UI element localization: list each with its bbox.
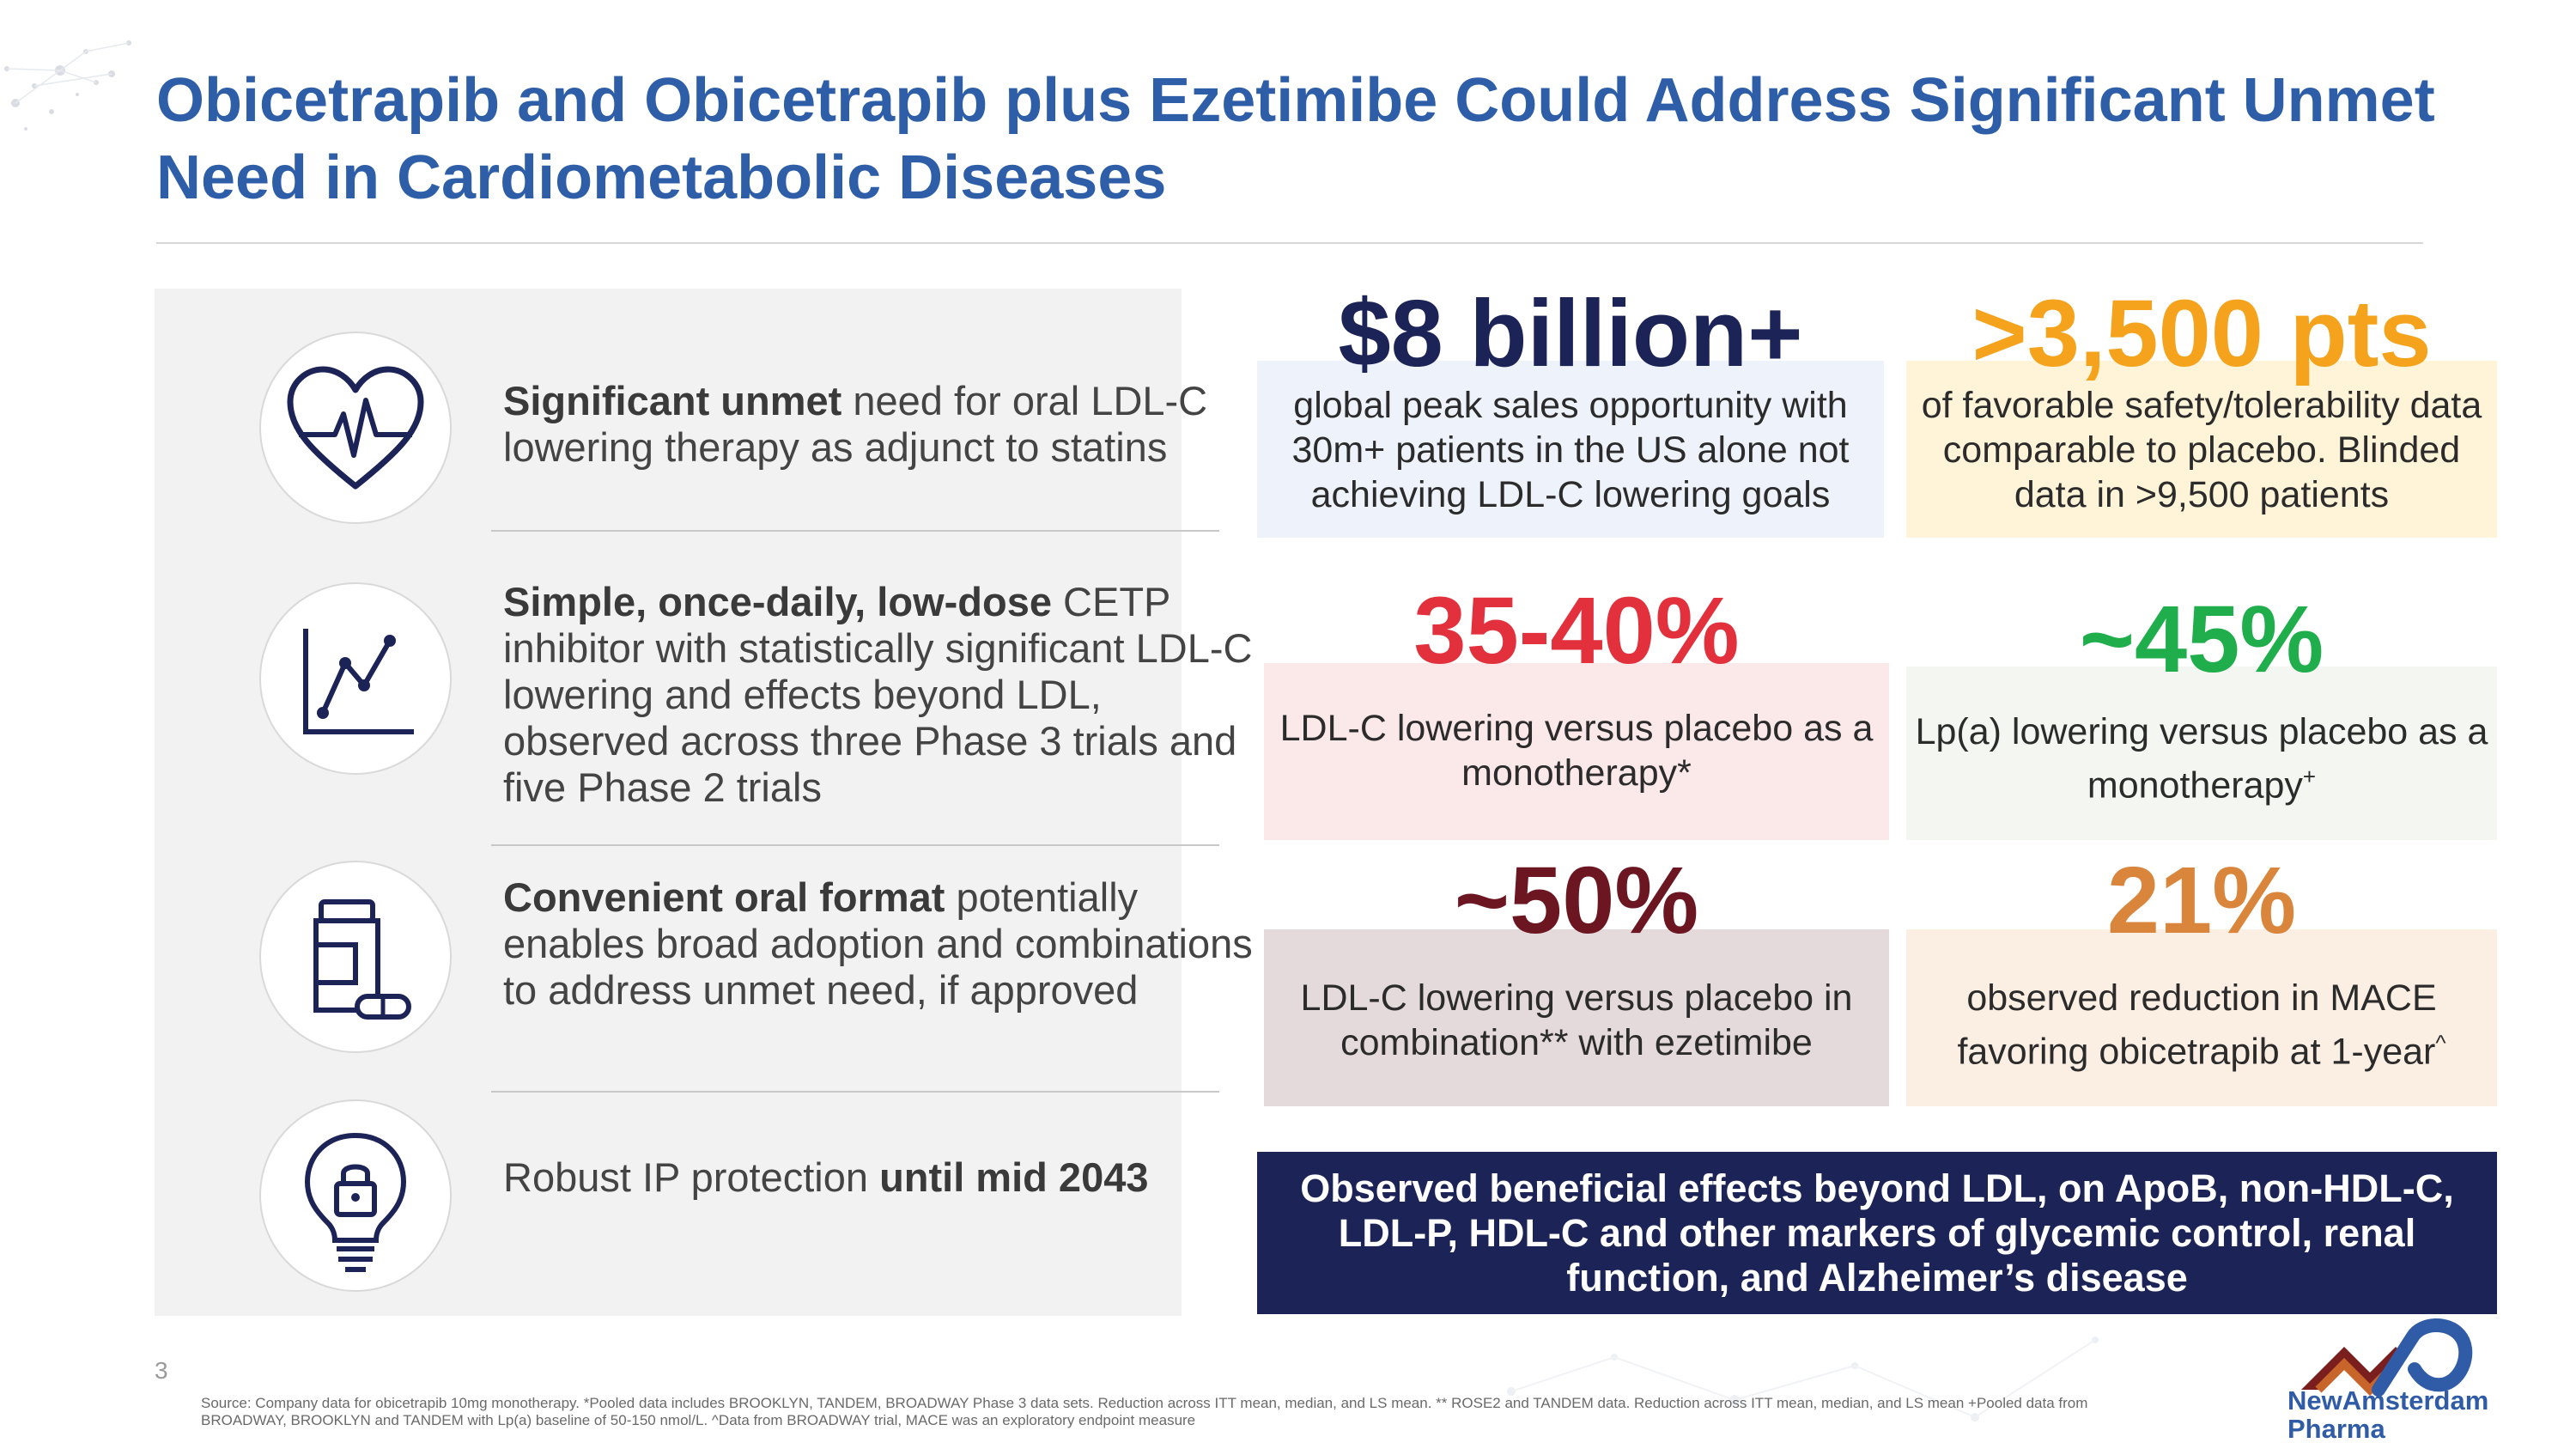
stat-value-ldl-monotherapy: 35-40% (1413, 578, 1740, 684)
pill-bottle-icon (259, 861, 452, 1053)
decorative-network-graphic (1507, 1336, 2099, 1422)
stat-box-lpa-monotherapy: Lp(a) lowering versus placebo as a monot… (1906, 667, 2497, 840)
stat-description: global peak sales opportunity with 30m+ … (1291, 385, 1850, 515)
stat-description: LDL-C lowering versus placebo in combina… (1300, 977, 1853, 1063)
page-title: Obicetrapib and Obicetrapib plus Ezetimi… (156, 66, 2435, 212)
line-chart-icon (259, 582, 452, 775)
feature-text-unmet-need: Significant unmet need for oral LDL-C lo… (503, 378, 1208, 470)
stat-value-lpa-monotherapy: ~45% (2079, 587, 2324, 692)
decorative-network-graphic (4, 40, 131, 131)
stat-value-mace-reduction: 21% (2106, 848, 2297, 953)
feature-separator (491, 530, 1219, 532)
company-logo-text: NewAmsterdam Pharma (2287, 1386, 2488, 1443)
title-divider (156, 242, 2423, 244)
lightbulb-lock-icon (259, 1099, 452, 1292)
logo-line-1: NewAmsterdam (2287, 1385, 2489, 1416)
newamsterdam-logo-icon (2301, 1318, 2473, 1397)
stat-value-ldl-combination: ~50% (1454, 848, 1699, 953)
feature-separator (491, 844, 1219, 846)
stat-box-ldl-combination: LDL-C lowering versus placebo in combina… (1264, 929, 1889, 1106)
source-footnote: Source: Company data for obicetrapib 10m… (201, 1395, 2088, 1428)
stat-value-safety-data: >3,500 pts (1971, 281, 2432, 387)
stat-description: LDL-C lowering versus placebo as a monot… (1279, 708, 1874, 794)
stat-box-safety-data: of favorable safety/tolerability data co… (1906, 361, 2497, 538)
stat-description: Lp(a) lowering versus placebo as a monot… (1915, 711, 2488, 807)
feature-separator (491, 1091, 1219, 1093)
heartbeat-icon (259, 332, 452, 524)
feature-text-dosing: Simple, once-daily, low-dose CETP inhibi… (503, 579, 1253, 810)
feature-text-oral-format: Convenient oral format potentially enabl… (503, 874, 1253, 1013)
feature-text-ip-protection: Robust IP protection until mid 2043 (503, 1154, 1149, 1200)
stat-value-peak-sales: $8 billion+ (1338, 281, 1803, 387)
stat-box-ldl-monotherapy: LDL-C lowering versus placebo as a monot… (1264, 663, 1889, 840)
page-number: 3 (155, 1357, 168, 1384)
effects-banner: Observed beneficial effects beyond LDL, … (1257, 1152, 2497, 1314)
stat-description: observed reduction in MACE favoring obic… (1957, 977, 2446, 1073)
features-panel: Significant unmet need for oral LDL-C lo… (155, 289, 1253, 1316)
logo-line-2: Pharma (2287, 1414, 2385, 1444)
stat-box-peak-sales: global peak sales opportunity with 30m+ … (1257, 361, 1884, 538)
stat-box-mace-reduction: observed reduction in MACE favoring obic… (1906, 929, 2497, 1106)
stat-description: of favorable safety/tolerability data co… (1921, 385, 2482, 515)
